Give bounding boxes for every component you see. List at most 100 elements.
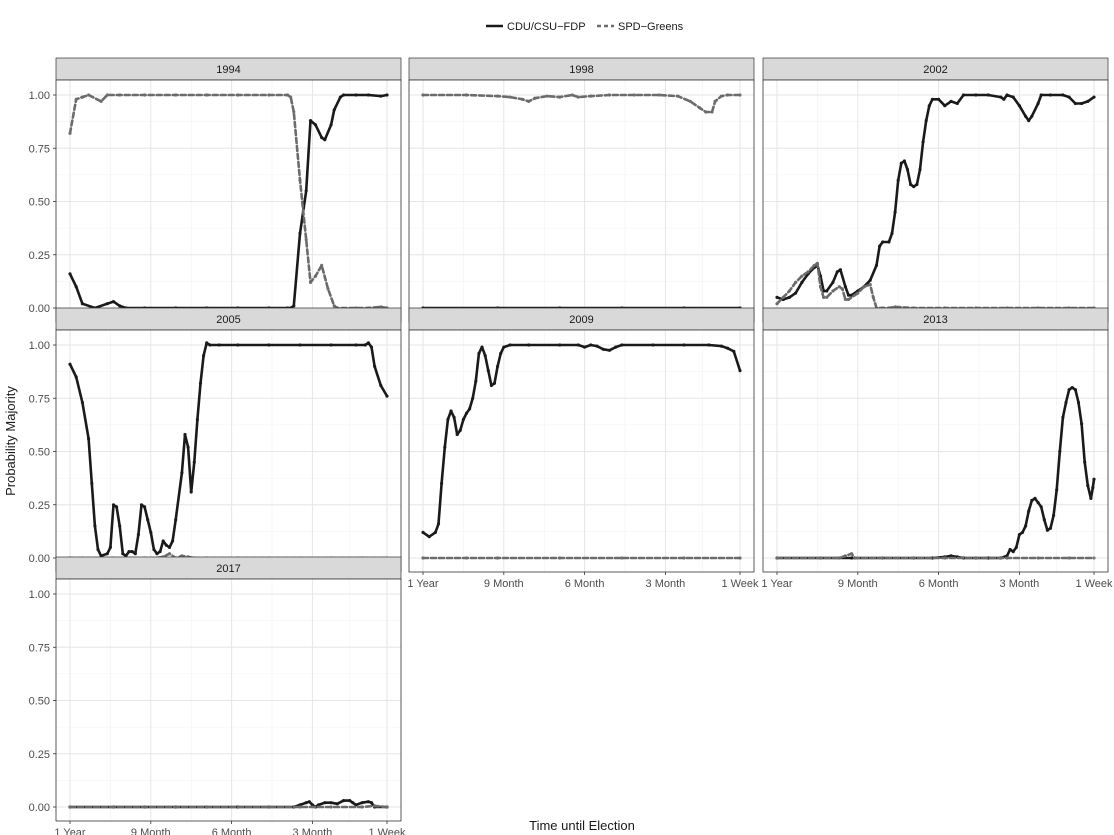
data-point <box>298 231 302 235</box>
data-point <box>1036 501 1040 505</box>
data-point <box>838 268 843 272</box>
data-point <box>198 381 203 385</box>
data-point <box>93 524 97 528</box>
data-point <box>105 93 109 97</box>
data-point <box>483 354 487 358</box>
data-point <box>937 97 941 101</box>
legend-label-1: SPD−Greens <box>618 21 684 33</box>
data-point <box>158 550 162 554</box>
data-point <box>887 240 891 244</box>
data-point <box>682 343 686 347</box>
data-point <box>558 556 562 560</box>
data-point <box>1014 545 1018 550</box>
x-tick-label: 1 Week <box>721 578 759 590</box>
data-point <box>846 297 851 302</box>
series-line-1 <box>68 804 389 809</box>
data-point <box>360 805 364 809</box>
data-point <box>589 94 593 98</box>
data-point <box>1005 93 1009 97</box>
data-point <box>308 280 313 284</box>
data-point <box>974 556 978 560</box>
data-point <box>105 302 109 306</box>
data-point <box>1092 477 1096 481</box>
data-point <box>143 805 147 809</box>
data-point <box>68 362 72 366</box>
data-point <box>520 97 525 101</box>
data-point <box>205 805 209 809</box>
data-point <box>726 346 730 350</box>
data-point <box>1067 95 1071 99</box>
data-point <box>710 110 714 114</box>
data-point <box>856 291 860 295</box>
y-tick-label: 0.00 <box>29 802 50 814</box>
data-point <box>326 287 330 291</box>
data-point <box>452 415 456 419</box>
data-point <box>570 93 574 97</box>
data-point <box>1020 530 1025 535</box>
data-point <box>289 95 293 99</box>
y-axis-title: Probability Majority <box>3 386 18 496</box>
data-point <box>1092 556 1096 560</box>
data-point <box>850 556 854 560</box>
data-point <box>955 101 959 106</box>
data-point <box>111 503 116 507</box>
data-point <box>167 545 172 550</box>
data-point <box>186 445 190 449</box>
data-point <box>285 93 290 97</box>
panel-1998: 1998 <box>408 57 755 323</box>
data-point <box>558 343 562 347</box>
data-point <box>304 238 308 242</box>
panel-border <box>55 578 402 822</box>
data-point <box>433 530 437 535</box>
data-point <box>676 94 680 98</box>
data-point <box>843 285 848 289</box>
data-point <box>800 274 804 278</box>
data-point <box>496 556 500 560</box>
data-point <box>601 347 605 351</box>
x-tick-label: 3 Month <box>1000 578 1040 590</box>
data-point <box>455 432 459 437</box>
data-point <box>1073 101 1077 106</box>
data-point <box>192 460 196 464</box>
data-point <box>732 349 736 353</box>
data-point <box>527 343 531 347</box>
data-point <box>80 95 84 99</box>
data-point <box>152 547 156 552</box>
data-point <box>890 231 894 235</box>
x-tick-label: 9 Month <box>131 827 171 835</box>
data-point <box>719 94 724 98</box>
data-point <box>1045 528 1049 532</box>
panel-title: 2009 <box>569 314 593 326</box>
x-tick-label: 9 Month <box>484 578 524 590</box>
data-point <box>373 804 377 808</box>
data-point <box>508 343 512 347</box>
data-point <box>127 550 131 554</box>
data-point <box>837 285 841 289</box>
data-point <box>421 556 425 560</box>
data-point <box>298 343 302 347</box>
data-point <box>174 518 178 522</box>
data-point <box>850 552 854 556</box>
panel-2009: 2009 1 Year 9 Month 6 Month 3 Month 1 Week <box>407 307 759 590</box>
data-point <box>458 428 462 432</box>
data-point <box>1039 505 1043 509</box>
data-point <box>912 185 916 189</box>
data-point <box>1027 119 1031 123</box>
data-point <box>183 432 187 437</box>
data-point <box>96 547 100 552</box>
data-point <box>205 93 209 97</box>
panel-title: 2017 <box>216 563 240 575</box>
data-point <box>1092 95 1096 99</box>
data-point <box>794 291 798 295</box>
data-point <box>1036 101 1040 106</box>
data-point <box>143 505 147 509</box>
data-point <box>1061 93 1065 97</box>
data-point <box>80 302 84 306</box>
data-point <box>1048 526 1053 530</box>
data-point <box>171 539 175 543</box>
data-point <box>354 93 358 97</box>
data-point <box>583 345 587 349</box>
data-point <box>846 293 851 297</box>
data-point <box>902 159 907 163</box>
data-point <box>189 490 193 494</box>
